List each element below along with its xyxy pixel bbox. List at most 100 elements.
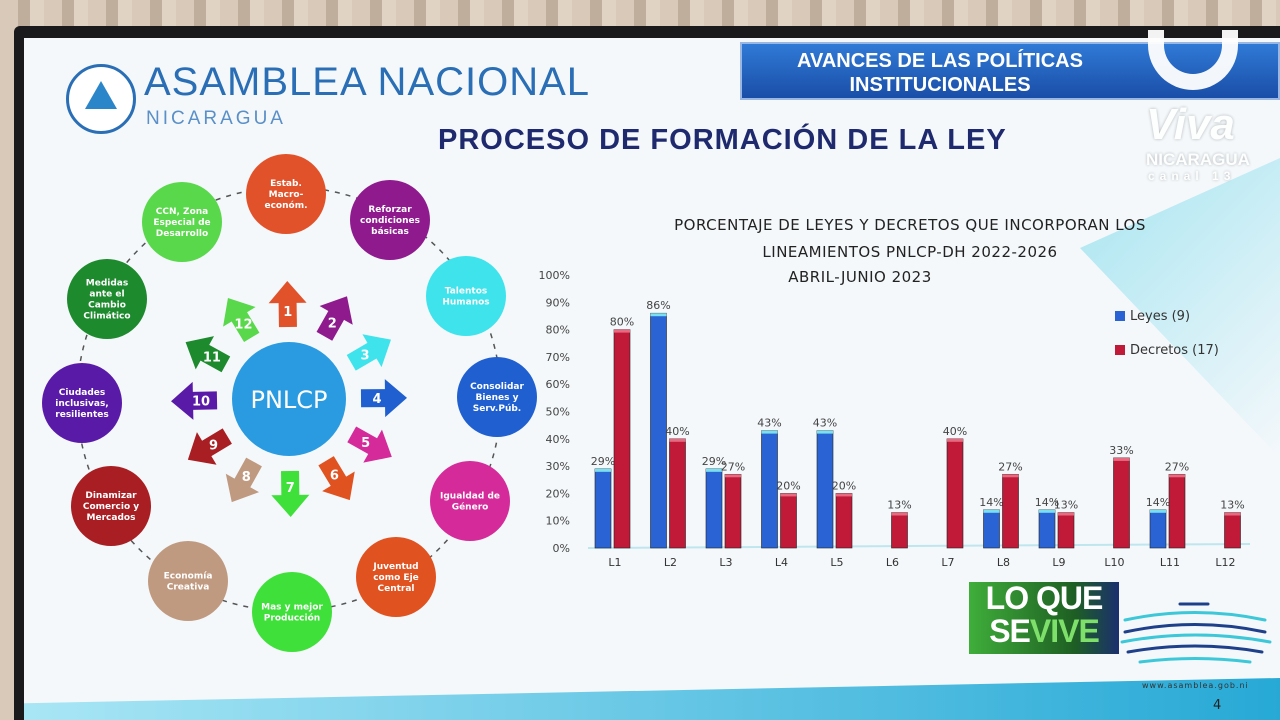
node-label: básicas [371,227,409,237]
arrow-shape [223,298,260,343]
show-logo: LO QUE SEVIVE [969,582,1119,654]
x-axis [587,543,1251,549]
data-label: 20% [832,479,856,492]
node-label: económ. [264,200,307,211]
y-tick-label: 20% [546,487,570,500]
arrow-shape [318,456,355,501]
data-label: 27% [998,460,1022,473]
node-label: ante el [89,290,124,300]
data-label: 20% [776,479,800,492]
page-number: 4 [1213,698,1222,713]
node-label: Climático [83,312,130,322]
node-label: Especial de [153,218,210,228]
arrow-shape [187,428,232,465]
data-label: 40% [943,425,967,438]
data-label: 27% [721,460,745,473]
bar-cap [1150,509,1166,513]
y-tick-label: 0% [553,542,570,555]
y-tick-label: 100% [539,269,570,282]
legend-label: Leyes (9) [1130,309,1190,324]
center-circle [232,342,346,456]
node-circle [430,461,510,541]
node-label: Talentos [445,287,488,297]
node-circle [252,572,332,652]
arrow-shape [185,336,231,373]
node-label: resilientes [55,410,108,420]
arrow-shape [271,470,310,517]
node-label: Juventud [372,562,418,572]
channel-logo-viva: Viva [1146,100,1235,149]
node-circle [350,180,430,260]
banner-line: INSTITUCIONALES [849,74,1031,96]
node-label: Serv.Púb. [473,404,521,414]
x-tick-label: L11 [1160,556,1180,569]
arrow-icon [316,296,353,341]
arrow-icon [187,428,232,465]
bar-cap [669,438,686,442]
arrow-number: 10 [192,395,210,410]
arrow-shape [225,457,262,503]
legend-swatch [1115,345,1125,355]
data-label: 40% [665,425,689,438]
x-tick-label: L10 [1104,556,1124,569]
node-label: inclusivas, [55,399,108,409]
slide-title: PROCESO DE FORMACIÓN DE LA LEY [438,124,1007,156]
node-label: Dinamizar [85,491,137,501]
x-tick-label: L2 [664,556,677,569]
node-circle [356,537,436,617]
x-tick-label: L9 [1052,556,1065,569]
node-label: Economía [164,572,213,582]
node-label: condiciones [360,216,420,226]
data-label: 33% [1109,444,1133,457]
chart-title-line: PORCENTAJE DE LEYES Y DECRETOS QUE INCOR… [674,216,1146,234]
y-tick-label: 40% [546,433,570,446]
y-tick-label: 50% [546,406,570,419]
node-circle [67,259,147,339]
data-label: 80% [610,316,634,329]
org-name: ASAMBLEA NACIONAL [144,60,591,104]
arrow-number: 2 [328,316,337,331]
node-label: Medidas [86,279,128,289]
data-label: 29% [591,455,615,468]
arrow-shape [171,381,218,420]
data-label: 29% [702,455,726,468]
x-tick-label: L12 [1215,556,1235,569]
arrow-number: 11 [203,351,221,366]
data-label: 14% [1146,496,1170,509]
data-label: 14% [1035,496,1059,509]
asamblea-seal-logo [66,64,136,134]
arrow-shape [268,281,307,328]
arrow-shape [347,426,392,463]
node-label: Comercio y [83,502,139,512]
bar-cap [836,493,852,497]
node-label: Consolidar [470,382,524,392]
node-label: Creativa [167,583,210,593]
y-tick-label: 30% [546,460,570,473]
y-tick-label: 10% [546,515,570,528]
node-label: Mas y mejor [261,603,323,613]
node-label: Central [377,584,414,594]
bar-cap [817,430,833,434]
arrow-number: 5 [361,436,370,451]
arrow-icon [223,298,260,343]
x-tick-label: L4 [775,556,788,569]
bar-cap [725,474,741,478]
arrow-icon [346,334,391,371]
bar-cap [1224,512,1241,516]
node-circle [457,357,537,437]
data-label: 27% [1165,460,1189,473]
node-label: Cambio [88,301,126,311]
show-logo-word: SE [989,613,1031,649]
arrow-icon [318,456,355,501]
node-label: Macro- [269,190,304,200]
node-label: Igualdad de [440,492,500,502]
arrow-icon [271,470,310,517]
arrow-icon [347,426,392,463]
x-tick-label: L3 [719,556,732,569]
node-label: Desarrollo [156,229,208,239]
node-label: Producción [264,613,320,624]
arrow-number: 7 [286,481,295,496]
node-circle [42,363,122,443]
data-label: 86% [646,299,670,312]
